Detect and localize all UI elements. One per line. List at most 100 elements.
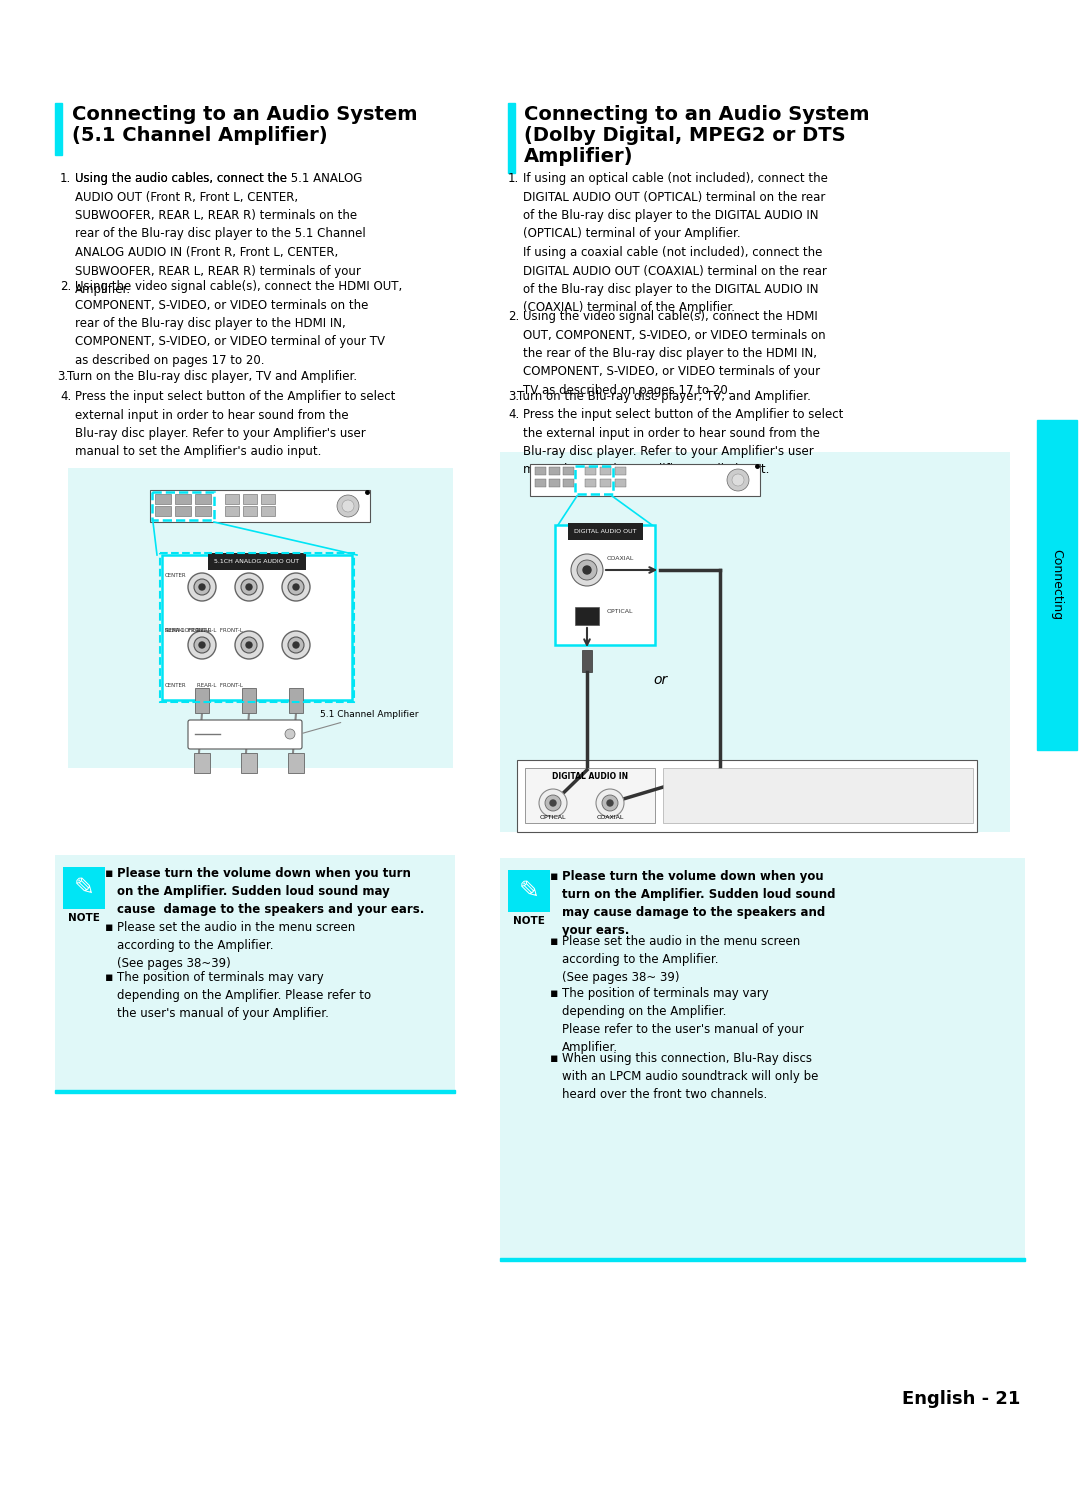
Text: Using the video signal cable(s), connect the HDMI OUT,
COMPONENT, S-VIDEO, or VI: Using the video signal cable(s), connect… bbox=[75, 280, 402, 367]
Bar bbox=[535, 479, 546, 488]
Bar bbox=[175, 506, 191, 516]
Circle shape bbox=[607, 800, 613, 806]
Bar bbox=[549, 467, 561, 474]
Circle shape bbox=[194, 578, 210, 595]
Circle shape bbox=[199, 584, 205, 590]
Bar bbox=[563, 467, 573, 474]
Text: CENTER: CENTER bbox=[165, 572, 187, 578]
Text: Amplifier): Amplifier) bbox=[524, 147, 634, 167]
Bar bbox=[508, 870, 550, 912]
Bar bbox=[500, 1258, 1025, 1261]
Bar bbox=[530, 464, 760, 497]
Circle shape bbox=[596, 790, 624, 816]
Bar bbox=[1037, 419, 1077, 749]
Bar bbox=[549, 479, 561, 488]
Bar bbox=[225, 494, 239, 504]
Text: DIGITAL AUDIO IN: DIGITAL AUDIO IN bbox=[552, 772, 629, 781]
Text: Turn on the Blu-ray disc player, TV and Amplifier.: Turn on the Blu-ray disc player, TV and … bbox=[67, 370, 357, 384]
Text: 2.: 2. bbox=[508, 309, 519, 323]
Text: OPTICAL: OPTICAL bbox=[540, 815, 566, 819]
Bar bbox=[508, 103, 515, 172]
Bar bbox=[555, 525, 654, 645]
Bar bbox=[517, 760, 977, 833]
Circle shape bbox=[550, 800, 556, 806]
Text: 5.1 Channel Amplifier: 5.1 Channel Amplifier bbox=[302, 709, 419, 733]
Circle shape bbox=[732, 474, 744, 486]
Circle shape bbox=[194, 636, 210, 653]
Text: When using this connection, Blu-Ray discs
with an LPCM audio soundtrack will onl: When using this connection, Blu-Ray disc… bbox=[562, 1051, 819, 1100]
Text: Please set the audio in the menu screen
according to the Amplifier.
(See pages 3: Please set the audio in the menu screen … bbox=[562, 935, 800, 984]
Bar bbox=[55, 1090, 455, 1093]
Bar bbox=[63, 867, 105, 909]
Bar bbox=[615, 467, 626, 474]
Text: Connecting to an Audio System: Connecting to an Audio System bbox=[524, 106, 869, 123]
Text: ✎: ✎ bbox=[518, 879, 540, 903]
Text: Using the audio cables, connect the: Using the audio cables, connect the bbox=[75, 172, 291, 184]
Text: 4.: 4. bbox=[508, 407, 519, 421]
Text: 4.: 4. bbox=[60, 390, 71, 403]
Text: Press the input select button of the Amplifier to select
external input in order: Press the input select button of the Amp… bbox=[75, 390, 395, 458]
Text: Press the input select button of the Amplifier to select
the external input in o: Press the input select button of the Amp… bbox=[523, 407, 843, 476]
Bar bbox=[195, 494, 211, 504]
Text: CENTER: CENTER bbox=[165, 683, 187, 688]
Circle shape bbox=[577, 561, 597, 580]
Text: ▪: ▪ bbox=[105, 867, 113, 880]
Circle shape bbox=[293, 642, 299, 648]
Circle shape bbox=[288, 636, 303, 653]
Text: DIGITAL AUDIO OUT: DIGITAL AUDIO OUT bbox=[573, 529, 636, 534]
Bar bbox=[585, 467, 596, 474]
Text: 2.: 2. bbox=[60, 280, 71, 293]
Text: (Dolby Digital, MPEG2 or DTS: (Dolby Digital, MPEG2 or DTS bbox=[524, 126, 846, 146]
Bar bbox=[615, 479, 626, 488]
Text: SUBWOOFER: SUBWOOFER bbox=[165, 628, 200, 633]
Text: The position of terminals may vary
depending on the Amplifier. Please refer to
t: The position of terminals may vary depen… bbox=[117, 971, 372, 1020]
Text: 1.: 1. bbox=[60, 172, 71, 184]
Circle shape bbox=[241, 636, 257, 653]
Text: ▪: ▪ bbox=[550, 870, 558, 883]
Bar bbox=[175, 494, 191, 504]
Bar bbox=[242, 688, 256, 712]
Bar bbox=[288, 752, 303, 773]
Text: Connecting: Connecting bbox=[1051, 549, 1064, 620]
Circle shape bbox=[235, 630, 264, 659]
Text: 3.: 3. bbox=[57, 370, 68, 384]
Bar bbox=[160, 553, 354, 702]
Bar bbox=[195, 506, 211, 516]
Text: Turn on the Blu-ray disc player, TV, and Amplifier.: Turn on the Blu-ray disc player, TV, and… bbox=[517, 390, 811, 403]
Bar bbox=[500, 452, 1010, 833]
Text: The position of terminals may vary
depending on the Amplifier.
Please refer to t: The position of terminals may vary depen… bbox=[562, 987, 804, 1054]
Circle shape bbox=[342, 500, 354, 512]
Bar bbox=[243, 494, 257, 504]
Bar bbox=[162, 555, 352, 700]
Circle shape bbox=[235, 572, 264, 601]
Text: 5.1CH ANALOG AUDIO OUT: 5.1CH ANALOG AUDIO OUT bbox=[215, 559, 299, 564]
Bar bbox=[243, 506, 257, 516]
Bar bbox=[225, 506, 239, 516]
Bar bbox=[582, 650, 592, 672]
Bar bbox=[261, 506, 275, 516]
Text: Please turn the volume down when you turn
on the Amplifier. Sudden loud sound ma: Please turn the volume down when you tur… bbox=[117, 867, 424, 916]
Text: ▪: ▪ bbox=[105, 971, 113, 984]
Text: English - 21: English - 21 bbox=[902, 1390, 1020, 1408]
Bar bbox=[575, 465, 613, 494]
Bar bbox=[0, 0, 1080, 95]
Bar bbox=[600, 479, 611, 488]
Text: ▪: ▪ bbox=[550, 935, 558, 949]
Text: 1.: 1. bbox=[508, 172, 519, 184]
Bar bbox=[195, 688, 210, 712]
Bar bbox=[525, 767, 654, 822]
Circle shape bbox=[282, 572, 310, 601]
Bar bbox=[500, 858, 1025, 1258]
Text: Connecting to an Audio System: Connecting to an Audio System bbox=[72, 106, 418, 123]
Text: NOTE: NOTE bbox=[513, 916, 545, 926]
Text: ▪: ▪ bbox=[550, 1051, 558, 1065]
Text: REAR-L  FRONT-L: REAR-L FRONT-L bbox=[197, 683, 243, 688]
Bar bbox=[261, 494, 275, 504]
Text: NOTE: NOTE bbox=[68, 913, 100, 923]
Text: REAR-L  FRONT-L: REAR-L FRONT-L bbox=[165, 628, 211, 633]
Bar bbox=[241, 752, 257, 773]
Bar bbox=[289, 688, 303, 712]
Text: ▪: ▪ bbox=[105, 920, 113, 934]
Text: Using the video signal cable(s), connect the HDMI
OUT, COMPONENT, S-VIDEO, or VI: Using the video signal cable(s), connect… bbox=[523, 309, 825, 397]
Circle shape bbox=[539, 790, 567, 816]
